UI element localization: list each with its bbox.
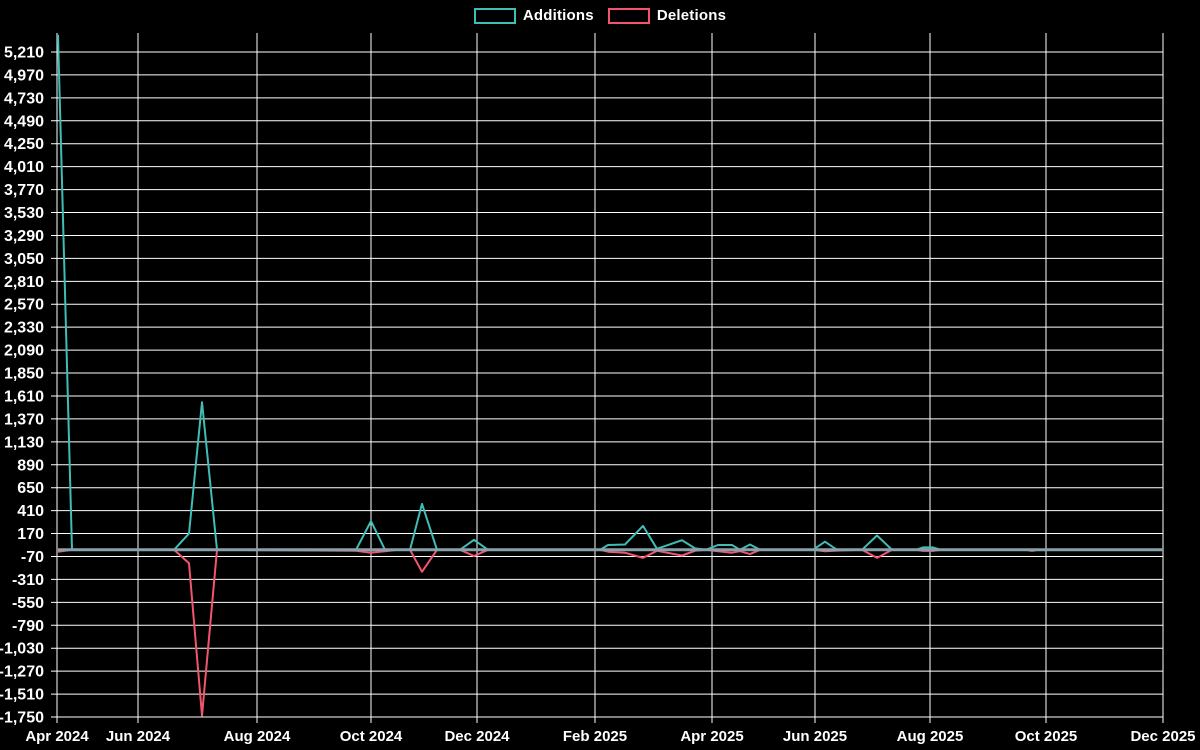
y-tick-label: -790: [12, 618, 44, 635]
y-tick-label: 4,010: [4, 159, 44, 176]
y-tick-label: -1,270: [0, 664, 44, 681]
y-tick-label: 1,610: [4, 388, 44, 405]
y-tick-label: 410: [17, 503, 44, 520]
y-tick-label: -1,510: [0, 687, 44, 704]
additions-legend-label: Additions: [522, 7, 594, 24]
x-tick-label: Aug 2025: [897, 728, 964, 745]
y-tick-label: -1,750: [0, 710, 44, 727]
x-tick-label: Jun 2025: [783, 728, 847, 745]
y-tick-label: -550: [12, 595, 44, 612]
y-tick-label: 650: [17, 480, 44, 497]
y-tick-label: 2,090: [4, 343, 44, 360]
y-tick-label: -1,030: [0, 641, 44, 658]
x-tick-label: Aug 2024: [224, 728, 291, 745]
chart-legend: Additions Deletions: [0, 7, 1200, 24]
y-tick-label: 3,050: [4, 251, 44, 268]
legend-item-deletions: Deletions: [607, 7, 727, 24]
y-tick-label: 3,770: [4, 182, 44, 199]
deletions-swatch-icon: [607, 7, 650, 24]
y-tick-label: 3,530: [4, 205, 44, 222]
x-tick-label: Oct 2025: [1015, 728, 1078, 745]
y-tick-label: -310: [12, 572, 44, 589]
y-tick-label: 2,810: [4, 274, 44, 291]
y-tick-label: 3,290: [4, 228, 44, 245]
x-tick-label: Dec 2024: [444, 728, 510, 745]
legend-item-additions: Additions: [473, 7, 594, 24]
y-tick-label: 170: [17, 526, 44, 543]
y-tick-label: 4,250: [4, 136, 44, 153]
additions-swatch-icon: [473, 7, 516, 24]
x-tick-label: Apr 2025: [680, 728, 743, 745]
y-tick-label: 890: [17, 457, 44, 474]
y-tick-label: 1,370: [4, 411, 44, 428]
x-tick-label: Apr 2024: [25, 728, 89, 745]
deletions-line: [57, 548, 1163, 717]
additions-line: [57, 34, 1163, 551]
y-tick-label: 4,490: [4, 113, 44, 130]
y-tick-label: 4,730: [4, 90, 44, 107]
x-tick-label: Dec 2025: [1130, 728, 1195, 745]
y-tick-label: 5,210: [4, 45, 44, 62]
y-tick-label: 1,130: [4, 434, 44, 451]
y-tick-label: -70: [21, 549, 44, 566]
x-tick-label: Jun 2024: [106, 728, 171, 745]
x-tick-label: Feb 2025: [563, 728, 627, 745]
y-tick-label: 4,970: [4, 67, 44, 84]
y-tick-label: 2,330: [4, 320, 44, 337]
x-tick-label: Oct 2024: [340, 728, 403, 745]
deletions-legend-label: Deletions: [656, 7, 727, 24]
y-tick-label: 1,850: [4, 366, 44, 383]
y-tick-label: 2,570: [4, 297, 44, 314]
